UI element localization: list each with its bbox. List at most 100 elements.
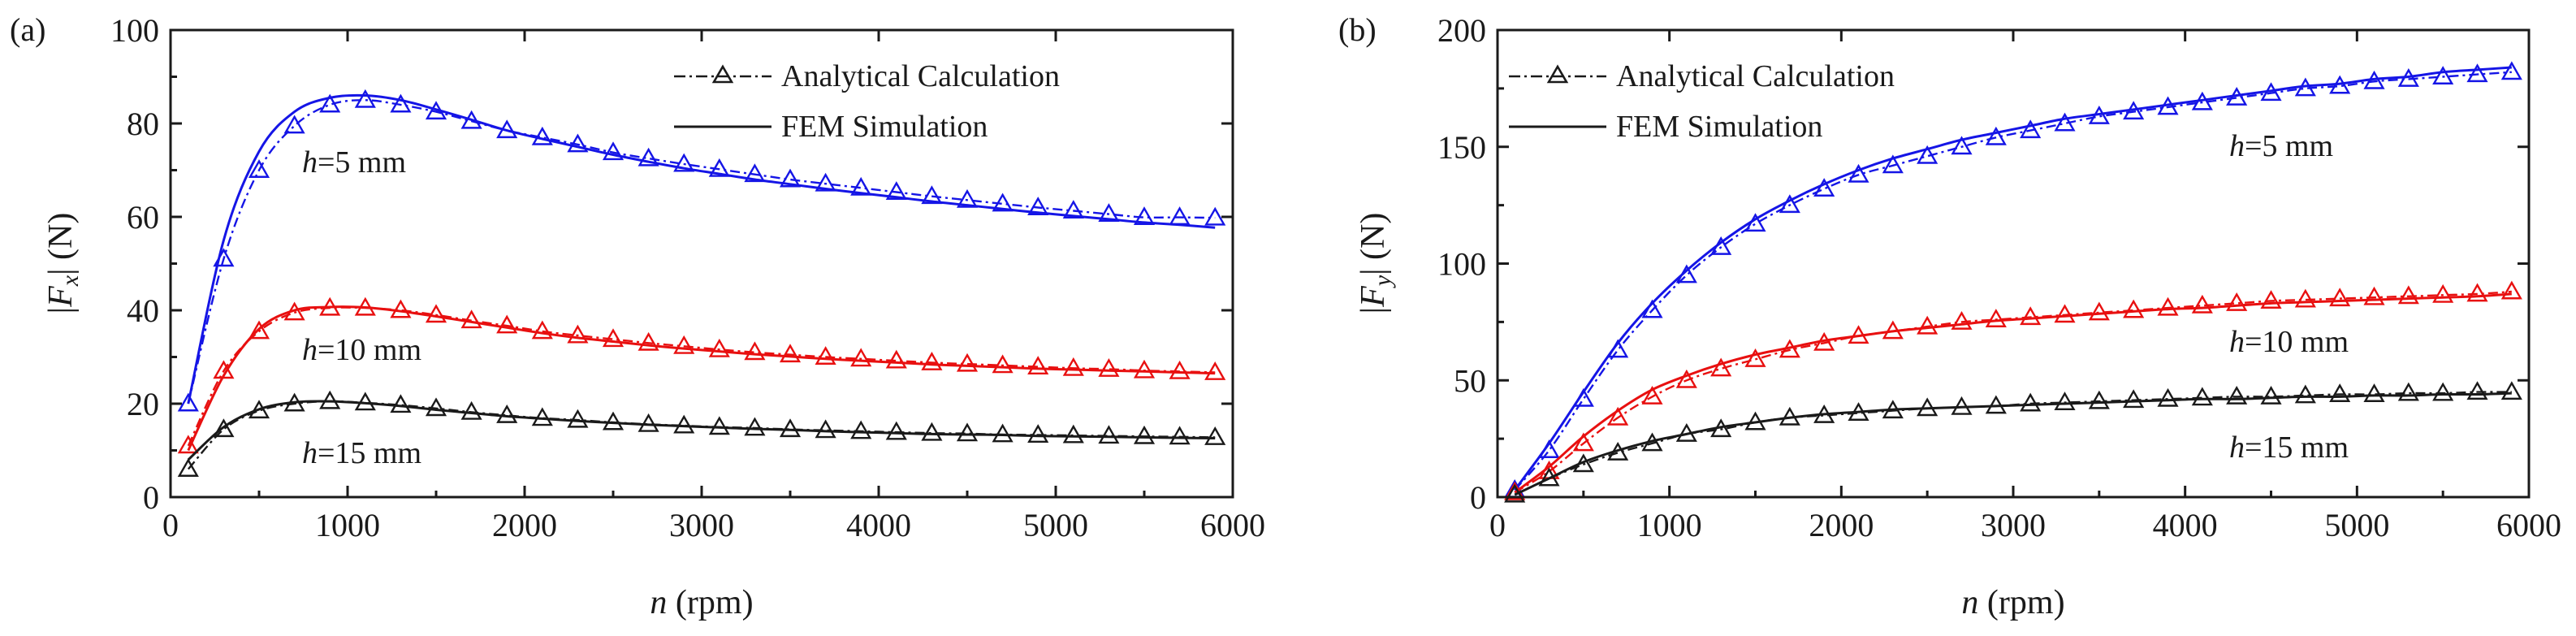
x-tick-label-b: 4000 [2153,507,2218,543]
y-axis-label-prefix-a: | [42,307,80,314]
analytical-marker-h15-a [1062,424,1084,443]
analytical-marker-h10-b [1607,406,1629,426]
y-axis-label-b: |Fy| (N) [1355,213,1396,314]
analytical-marker-h15-b [1951,396,1973,415]
analytical-marker-h10-a [177,435,199,454]
analytical-marker-h5-b [1744,213,1766,232]
analytical-marker-h10-b [1951,310,1973,330]
x-tick-label-b: 0 [1489,507,1506,543]
analytical-marker-h5-a [531,126,553,145]
annotation-h15-b: h=15 mm [2229,430,2349,465]
panel-label-a: (a) [10,11,45,48]
analytical-marker-h15-b [2088,390,2110,409]
analytical-marker-h15-a [779,418,802,438]
plot-frame-b [1496,28,2531,499]
legend-analytical-marker-b [1546,64,1569,84]
analytical-marker-h5-a [850,176,872,196]
analytical-marker-h5-a [496,119,518,139]
analytical-marker-h10-b [1985,309,2007,327]
annotation-h5-b: h=5 mm [2229,129,2333,163]
x-tick-label-b: 5000 [2324,507,2389,543]
analytical-marker-h15-b [2329,383,2351,402]
analytical-marker-h5-a [248,159,270,178]
analytical-marker-h15-b [1504,483,1526,503]
analytical-marker-h10-a [283,301,305,321]
legend-a: Analytical Calculation FEM Simulation [674,59,1060,144]
analytical-marker-h10-b [1710,357,1732,377]
analytical-marker-h5-a [602,141,625,161]
annotation-h5-a: h=5 mm [302,145,406,180]
analytical-marker-h15-a [885,421,907,440]
analytical-marker-h10-a [956,353,979,372]
analytical-marker-h15-b [1779,406,1800,426]
analytical-marker-h10-b [2123,299,2145,318]
analytical-marker-h5-a [567,133,589,153]
chart-panel-a: (a) 0 1000 2000 3000 4000 5000 6000 0 20 40 60 80 10… [10,11,1265,621]
analytical-marker-h5-b [1917,145,1938,164]
annotation-h15-text-b: =15 mm [2245,430,2349,465]
analytical-marker-h5-b [2226,86,2248,106]
fem-line-h15-b [1514,392,2512,496]
analytical-marker-h10-a [815,346,836,365]
analytical-marker-h15-b [1882,400,1904,419]
analytical-line-h5-b [1514,71,2512,491]
analytical-marker-h10-a [531,320,553,340]
analytical-marker-h15-a [921,422,943,441]
analytical-marker-h15-a [992,423,1014,443]
analytical-marker-h15-a [815,419,836,439]
analytical-marker-h5-a [1133,206,1156,226]
y-tick-label-b: 100 [1437,246,1486,283]
analytical-marker-h5-b [2260,82,2282,102]
analytical-marker-h5-b [2020,119,2042,139]
analytical-marker-h10-b [1813,331,1835,351]
analytical-marker-h15-a [390,394,412,413]
analytical-marker-h15-a [1204,426,1226,445]
analytical-marker-h10-b [2260,290,2282,309]
analytical-marker-h5-a [921,185,943,205]
analytical-line-h5-a [187,99,1216,405]
analytical-marker-h5-a [425,101,447,120]
analytical-marker-h5-a [744,163,766,183]
analytical-marker-h10-b [2226,292,2248,311]
annotation-h5-text-b: =5 mm [2245,129,2333,163]
analytical-marker-h5-a [213,248,235,267]
analytical-marker-h15-b [2363,383,2385,402]
x-tick-label-b: 2000 [1809,507,1874,543]
analytical-marker-h15-a [1169,426,1191,445]
x-tick-label-a: 3000 [669,507,734,543]
analytical-marker-h15-a [1133,425,1156,444]
analytical-marker-h5-b [1572,387,1594,407]
analytical-marker-h15-b [1641,432,1663,452]
x-tick-label-b: 1000 [1637,507,1702,543]
analytical-marker-h5-b [2294,77,2316,97]
chart-panel-b: (b) 0 1000 2000 3000 4000 5000 6000 0 50 100 150 20… [1338,11,2561,621]
y-axis-label-sub-a: x [57,275,84,287]
analytical-marker-h5-a [1062,200,1084,218]
x-tick-label-b: 3000 [1981,507,2046,543]
analytical-marker-h10-a [992,354,1014,374]
analytical-marker-h5-a [390,93,412,113]
analytical-marker-h15-b [2397,382,2419,401]
analytical-marker-h10-b [2294,288,2316,308]
analytical-line-h15-b [1514,391,2512,496]
analytical-marker-h10-a [319,296,341,316]
analytical-marker-h10-a [779,344,802,363]
analytical-marker-h5-b [2123,101,2145,120]
analytical-marker-h5-b [1813,178,1835,197]
analytical-marker-h5-a [992,193,1014,212]
analytical-marker-h5-a [885,181,907,200]
analytical-marker-h15-b [2432,382,2454,401]
analytical-marker-h10-b [1675,369,1697,388]
analytical-marker-h10-a [567,324,589,344]
analytical-marker-h15-a [567,409,589,428]
analytical-marker-h5-b [1882,154,1904,174]
analytical-marker-h10-a [850,348,872,367]
x-axis-label-suffix-b: (rpm) [1978,584,2064,621]
analytical-marker-h5-b [1607,339,1629,358]
annotation-h15-a: h=15 mm [302,436,421,470]
analytical-marker-h10-a [1133,359,1156,379]
legend-analytical-marker-a [711,64,734,84]
analytical-marker-h5-a [1169,206,1191,226]
analytical-marker-h15-b [1813,404,1835,423]
analytical-marker-h10-a [708,338,730,357]
